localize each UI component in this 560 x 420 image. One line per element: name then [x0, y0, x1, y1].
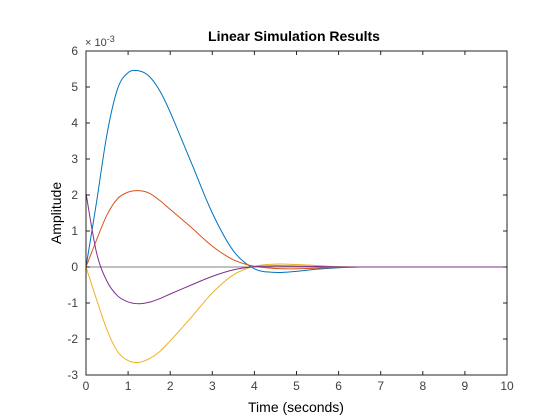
y-tick-label: 0	[71, 260, 78, 274]
y-tick-label: -3	[67, 368, 78, 382]
y-tick-label: 5	[71, 80, 78, 94]
x-tick-label: 10	[500, 379, 514, 393]
x-axis-label: Time (seconds)	[248, 399, 344, 415]
y-tick-label: 6	[71, 44, 78, 58]
y-axis-label: Amplitude	[48, 182, 64, 244]
x-tick-label: 8	[419, 379, 426, 393]
x-tick-label: 3	[209, 379, 216, 393]
series-line-3	[85, 263, 507, 363]
axes-box	[85, 50, 508, 376]
series-line-4	[85, 193, 507, 305]
y-tick-label: 4	[71, 116, 78, 130]
series-line-1	[85, 69, 507, 273]
y-tick-label: 1	[71, 224, 78, 238]
series-line-2	[85, 190, 507, 270]
y-exponent-base: × 10	[85, 37, 107, 49]
x-tick-label: 4	[251, 379, 258, 393]
x-tick-label: 5	[293, 379, 300, 393]
x-tick-label: 2	[167, 379, 174, 393]
plot-area: 0 1 2 3 4 5 6 7 8 9 10 -3 -2 -1 0 1 2 3 4 5 6	[67, 44, 514, 393]
y-tick-label: -1	[67, 296, 78, 310]
y-tick-label: -2	[67, 332, 78, 346]
y-tick-label: 3	[71, 152, 78, 166]
y-tick-label: 2	[71, 188, 78, 202]
x-tick-label: 9	[462, 379, 469, 393]
chart-title: Linear Simulation Results	[208, 28, 380, 44]
x-tick-label: 0	[83, 379, 90, 393]
x-tick-label: 7	[377, 379, 384, 393]
x-tick-label: 1	[125, 379, 132, 393]
y-exponent-label: × 10-3	[85, 34, 115, 49]
y-exponent-power: -3	[107, 34, 115, 44]
x-tick-label: 6	[335, 379, 342, 393]
